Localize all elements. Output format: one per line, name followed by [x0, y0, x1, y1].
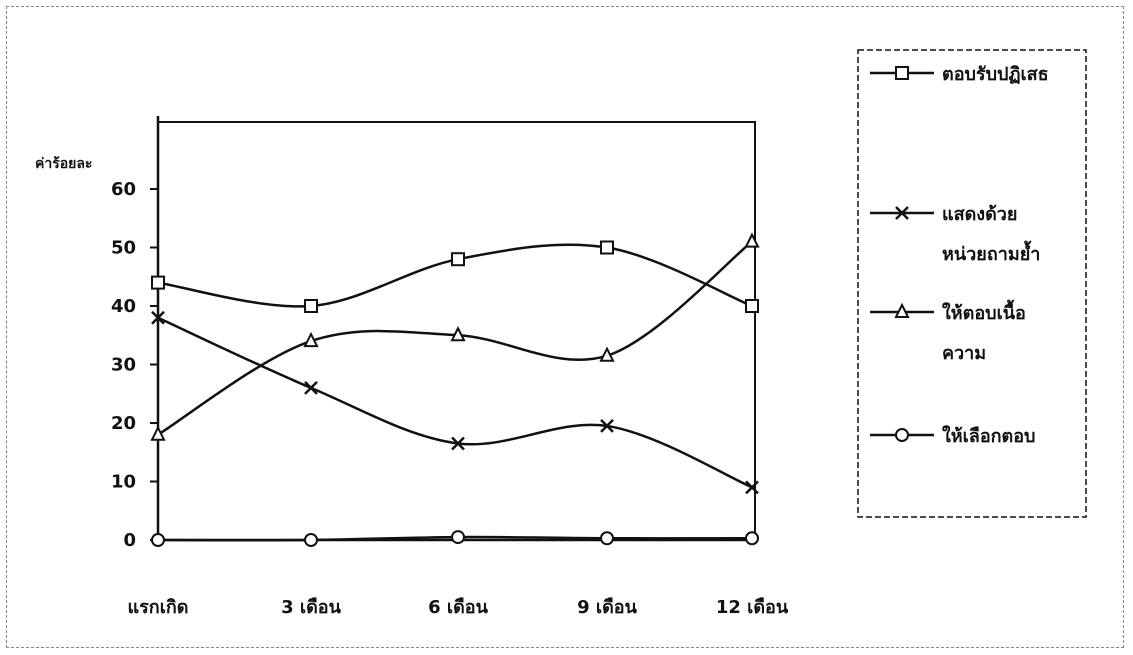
- data-point-circle: [304, 533, 318, 547]
- legend-label: หน่วยถามย้ำ: [942, 240, 1040, 265]
- legend-label: ให้ตอบเนื้อ: [942, 299, 1026, 324]
- data-point-circle: [745, 531, 759, 546]
- data-point-x: [600, 419, 614, 433]
- x-tick-label: 6 เดือน: [428, 597, 488, 618]
- x-tick-label: แรกเกิด: [128, 597, 189, 618]
- data-point-triangle: [150, 425, 166, 441]
- data-point-triangle: [599, 346, 615, 362]
- y-tick-label: 0: [123, 530, 136, 551]
- data-point-square: [745, 299, 759, 313]
- data-point-x: [151, 310, 165, 325]
- legend-item: ตอบรับปฏิเสธ: [870, 64, 1049, 85]
- legend-label: แสดงด้วย: [942, 204, 1017, 225]
- x-tick-label: 9 เดือน: [577, 597, 637, 618]
- data-point-x: [745, 480, 759, 495]
- series-layer: [150, 232, 760, 547]
- legend-label: ให้เลือกตอบ: [942, 425, 1035, 447]
- y-tick-label: 30: [111, 355, 136, 376]
- data-point-square: [895, 66, 909, 80]
- y-tick-label: 10: [111, 472, 136, 493]
- data-point-square: [151, 275, 165, 290]
- data-point-triangle: [303, 331, 319, 348]
- legend: ตอบรับปฏิเสธแสดงด้วยหน่วยถามย้ำให้ตอบเนื…: [857, 49, 1087, 518]
- data-point-square: [304, 299, 318, 313]
- y-tick-label: 20: [111, 413, 136, 434]
- data-point-x: [304, 381, 318, 395]
- data-point-circle: [895, 428, 909, 442]
- series-triangle: [150, 232, 760, 441]
- x-tick-label: 3 เดือน: [281, 597, 341, 618]
- legend-item: ให้เลือกตอบ: [870, 425, 1035, 447]
- data-point-x: [895, 206, 909, 220]
- data-point-circle: [451, 530, 465, 545]
- y-tick-label: 40: [111, 296, 136, 317]
- x-tick-label: 12 เดือน: [716, 597, 789, 618]
- y-tick-label: 60: [111, 179, 136, 200]
- figure-frame: [6, 6, 1124, 648]
- legend-label: ความ: [942, 343, 986, 364]
- legend-box: [857, 49, 1087, 518]
- data-point-circle: [151, 533, 165, 547]
- plot-frame: [158, 121, 756, 540]
- data-point-circle: [600, 531, 614, 546]
- y-axis-label: ค่าร้อยละ: [35, 156, 92, 172]
- data-point-triangle: [894, 302, 910, 318]
- data-point-triangle: [744, 232, 760, 248]
- series-line: [157, 316, 753, 489]
- data-point-triangle: [450, 326, 466, 342]
- legend-label: ตอบรับปฏิเสธ: [942, 64, 1049, 85]
- series-circle: [151, 530, 759, 547]
- data-point-x: [451, 436, 465, 451]
- data-point-square: [451, 252, 465, 267]
- data-point-square: [600, 240, 614, 255]
- series-square: [151, 240, 759, 313]
- y-tick-label: 50: [111, 238, 136, 259]
- axes: 0 10 20 30 40 50 60: [111, 116, 756, 551]
- x-tick-labels: แรกเกิด 3 เดือน 6 เดือน 9 เดือน 12 เดือน: [128, 597, 789, 618]
